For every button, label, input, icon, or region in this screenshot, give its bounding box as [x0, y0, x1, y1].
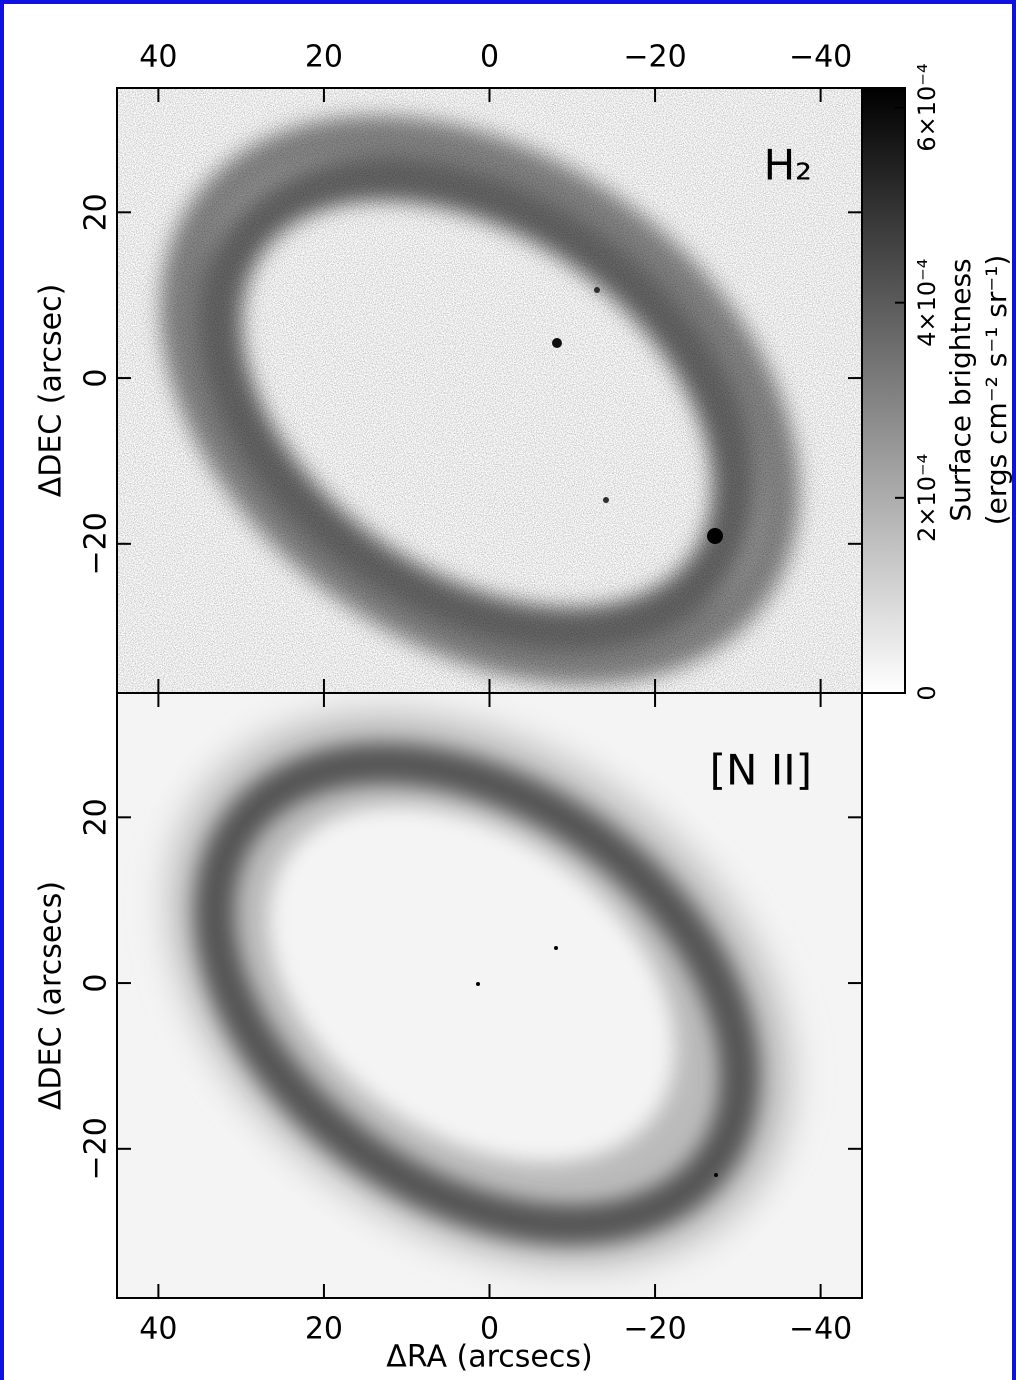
y-axis-label: ΔDEC (arcsecs)	[34, 881, 69, 1110]
x-tick-label: 40	[139, 40, 177, 75]
figure: 40 20 0 −20 −40 20 0 −20 ΔDEC (arcsec) H₂ 0 2×10⁻⁴ 4…	[34, 40, 1013, 1375]
x-tick-label: −20	[623, 40, 686, 75]
h2-image	[117, 88, 862, 693]
colorbar-label: (ergs cm⁻² s⁻¹ sr⁻¹)	[980, 255, 1012, 526]
y-axis-label: ΔDEC (arcsec)	[34, 284, 69, 498]
panel-label: [N II]	[710, 746, 812, 795]
y-tick-label: 20	[79, 193, 114, 231]
colorbar-label: Surface brightness	[944, 258, 977, 521]
nii-image	[117, 693, 862, 1298]
colorbar-tick-label: 2×10⁻⁴	[913, 454, 941, 542]
panel-label: H₂	[764, 141, 812, 190]
x-tick-label: −40	[789, 40, 852, 75]
y-tick-label: 20	[79, 798, 114, 836]
y-tick-label: 0	[79, 369, 114, 388]
x-tick-label: −20	[623, 1312, 686, 1347]
x-tick-label: −40	[789, 1312, 852, 1347]
colorbar	[861, 87, 906, 694]
y-tick-label: 0	[79, 974, 114, 993]
x-tick-label: 0	[480, 1312, 499, 1347]
colorbar-tick-label: 4×10⁻⁴	[913, 259, 941, 347]
x-tick-label: 20	[305, 1312, 343, 1347]
y-tick-label: −20	[79, 512, 114, 575]
x-tick-label: 0	[480, 40, 499, 75]
y-tick-label: −20	[79, 1117, 114, 1180]
colorbar-tick-label: 6×10⁻⁴	[913, 63, 941, 151]
x-axis-label: ΔRA (arcsecs)	[386, 1340, 592, 1375]
x-tick-label: 20	[305, 40, 343, 75]
colorbar-tick-label: 0	[913, 685, 941, 700]
x-tick-label: 40	[139, 1312, 177, 1347]
